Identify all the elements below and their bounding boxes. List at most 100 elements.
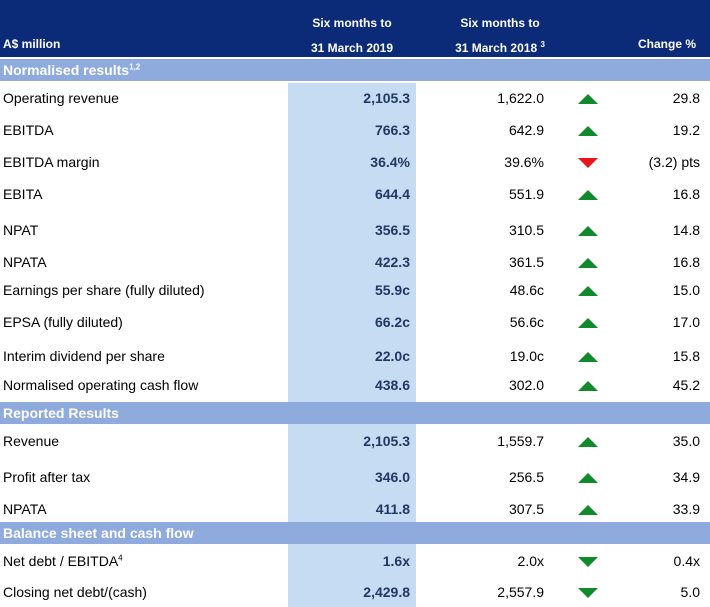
prior-value: 39.6% — [504, 154, 544, 170]
change-value: 15.8 — [672, 348, 700, 364]
current-value: 1.6x — [382, 553, 410, 569]
prior-value: 361.5 — [508, 254, 544, 270]
prior-period-header: Six months to 31 March 2018 3 — [455, 16, 545, 55]
row-label: Profit after tax — [3, 469, 91, 485]
change-value: 34.9 — [672, 469, 700, 485]
prior-value: 642.9 — [508, 122, 544, 138]
arrow-down-icon — [578, 158, 598, 168]
row-label: EBITDA margin — [3, 154, 100, 170]
arrow-up-icon — [578, 318, 598, 328]
prior-value: 56.6c — [509, 314, 544, 330]
current-value: 346.0 — [374, 469, 410, 485]
table-row: Closing net debt/(cash) 2,429.8 2,557.9 5.0 — [0, 580, 710, 604]
change-value: 0.4x — [673, 553, 700, 569]
prior-value: 310.5 — [508, 222, 544, 238]
current-value: 2,105.3 — [363, 90, 410, 106]
table-row: EBITA 644.4 551.9 16.8 — [0, 182, 710, 206]
current-value: 356.5 — [374, 222, 410, 238]
table-row: Profit after tax 346.0 256.5 34.9 — [0, 465, 710, 489]
row-label: Operating revenue — [3, 90, 119, 106]
table-row: NPATA 411.8 307.5 33.9 — [0, 497, 710, 521]
current-value: 422.3 — [374, 254, 410, 270]
table-row: Operating revenue 2,105.3 1,622.0 29.8 — [0, 86, 710, 110]
table-row: Interim dividend per share 22.0c 19.0c 15.8 — [0, 344, 710, 368]
arrow-up-icon — [578, 226, 598, 236]
arrow-up-icon — [578, 352, 598, 362]
arrow-up-icon — [578, 381, 598, 391]
current-value: 2,105.3 — [363, 433, 410, 449]
table-row: NPAT 356.5 310.5 14.8 — [0, 218, 710, 242]
table-row: NPATA 422.3 361.5 16.8 — [0, 250, 710, 274]
change-value: 19.2 — [672, 122, 700, 138]
current-value: 55.9c — [374, 282, 410, 298]
current-value: 66.2c — [374, 314, 410, 330]
footnote-ref: 4 — [118, 553, 123, 563]
prior-value: 307.5 — [508, 501, 544, 517]
prior-value: 551.9 — [508, 186, 544, 202]
change-value: 16.8 — [672, 186, 700, 202]
row-label: Closing net debt/(cash) — [3, 584, 147, 600]
change-value: 33.9 — [672, 501, 700, 517]
section-title: Normalised results1,2 — [3, 62, 141, 78]
change-value: 14.8 — [672, 222, 700, 238]
change-value: 45.2 — [672, 377, 700, 393]
arrow-up-icon — [578, 190, 598, 200]
arrow-up-icon — [578, 126, 598, 136]
row-label: EBITDA — [3, 122, 54, 138]
current-value: 36.4% — [370, 154, 410, 170]
section-title: Balance sheet and cash flow — [3, 525, 194, 541]
arrow-up-icon — [578, 94, 598, 104]
row-label: Net debt / EBITDA4 — [3, 553, 123, 569]
current-value: 766.3 — [374, 122, 410, 138]
table-row: EBITDA margin 36.4% 39.6% (3.2) pts — [0, 150, 710, 174]
section-header: Reported Results — [0, 402, 710, 424]
section-header: Normalised results1,2 — [0, 59, 710, 81]
section-header: Balance sheet and cash flow — [0, 522, 710, 544]
row-label: Earnings per share (fully diluted) — [3, 282, 205, 298]
arrow-up-icon — [578, 286, 598, 296]
table-header: A$ million Six months to 31 March 2019 S… — [0, 0, 710, 57]
prior-value: 1,622.0 — [497, 90, 544, 106]
section-title: Reported Results — [3, 405, 119, 421]
change-value: (3.2) pts — [648, 154, 700, 170]
current-value: 2,429.8 — [363, 584, 410, 600]
units-label: A$ million — [3, 37, 61, 51]
prior-value: 302.0 — [508, 377, 544, 393]
prior-value: 19.0c — [509, 348, 544, 364]
change-value: 15.0 — [672, 282, 700, 298]
row-label: NPAT — [3, 222, 39, 238]
arrow-down-icon — [578, 557, 598, 567]
current-value: 22.0c — [374, 348, 410, 364]
current-period-highlight — [288, 83, 416, 607]
prior-value: 1,559.7 — [497, 433, 544, 449]
current-value: 438.6 — [374, 377, 410, 393]
change-value: 5.0 — [680, 584, 700, 600]
row-label: NPATA — [3, 254, 47, 270]
row-label: EBITA — [3, 186, 43, 202]
arrow-up-icon — [578, 258, 598, 268]
current-period-header: Six months to 31 March 2019 — [310, 16, 394, 55]
prior-value: 256.5 — [508, 469, 544, 485]
change-value: 17.0 — [672, 314, 700, 330]
row-label: Revenue — [3, 433, 60, 449]
table-row: EPSA (fully diluted) 66.2c 56.6c 17.0 — [0, 310, 710, 334]
current-value: 411.8 — [375, 501, 410, 517]
footnote-ref: 3 — [540, 40, 545, 49]
prior-value: 2.0x — [517, 553, 544, 569]
prior-value: 48.6c — [509, 282, 544, 298]
row-label: EPSA (fully diluted) — [3, 314, 123, 330]
row-label: Normalised operating cash flow — [3, 377, 199, 393]
arrow-up-icon — [578, 473, 598, 483]
footnote-ref: 1,2 — [129, 62, 141, 72]
change-value: 16.8 — [672, 254, 700, 270]
arrow-down-icon — [578, 588, 598, 598]
current-value: 644.4 — [374, 186, 410, 202]
table-row: EBITDA 766.3 642.9 19.2 — [0, 118, 710, 142]
table-row: Normalised operating cash flow 438.6 302.0… — [0, 373, 710, 397]
arrow-up-icon — [578, 437, 598, 447]
prior-value: 2,557.9 — [497, 584, 544, 600]
change-value: 29.8 — [672, 90, 700, 106]
change-header: Change % — [637, 37, 696, 51]
change-value: 35.0 — [672, 433, 700, 449]
